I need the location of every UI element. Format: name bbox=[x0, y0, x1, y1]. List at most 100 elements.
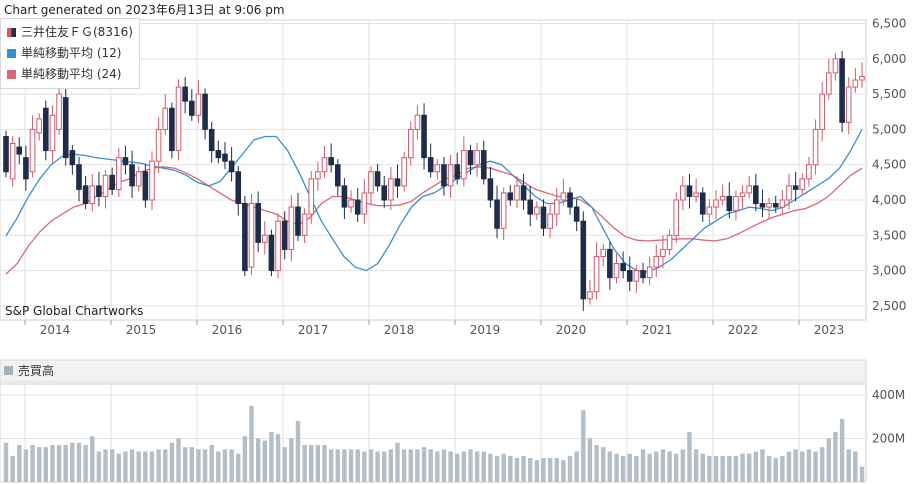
candle-body bbox=[342, 186, 347, 207]
candle-body bbox=[475, 151, 480, 165]
legend-item-sma12[interactable]: 単純移動平均 (12) bbox=[7, 43, 133, 64]
candle-body bbox=[256, 204, 261, 243]
volume-bar bbox=[800, 452, 804, 482]
volume-bar bbox=[375, 452, 379, 482]
volume-bar bbox=[395, 443, 399, 482]
candle-body bbox=[860, 76, 865, 80]
candle-body bbox=[203, 94, 208, 129]
volume-bar bbox=[349, 449, 353, 482]
volume-bar bbox=[336, 449, 340, 482]
candle-body bbox=[63, 98, 68, 158]
candle-body bbox=[807, 165, 812, 179]
candle-body bbox=[322, 158, 327, 172]
candle-body bbox=[282, 221, 287, 249]
candle-body bbox=[754, 186, 759, 204]
volume-bar bbox=[64, 445, 68, 482]
candle-body bbox=[375, 172, 380, 186]
candle-body bbox=[714, 200, 719, 207]
candle-body bbox=[840, 59, 845, 123]
candle-body bbox=[382, 186, 387, 200]
volume-bar bbox=[263, 441, 267, 482]
candle-body bbox=[455, 165, 460, 179]
candle-body bbox=[568, 193, 573, 207]
candle-body bbox=[501, 193, 506, 228]
legend-item-price[interactable]: 三井住友ＦＧ(8316) bbox=[7, 22, 133, 43]
legend-label-sma24: 単純移動平均 (24) bbox=[21, 64, 121, 85]
volume-bar bbox=[754, 452, 758, 482]
volume-bar bbox=[561, 460, 565, 482]
candle-body bbox=[740, 193, 745, 197]
volume-bar bbox=[369, 449, 373, 482]
volume-bar bbox=[813, 452, 817, 482]
candle-body bbox=[481, 151, 486, 179]
volume-bar bbox=[647, 454, 651, 482]
candle-body bbox=[707, 207, 712, 214]
volume-bar bbox=[402, 449, 406, 482]
volume-bar bbox=[455, 454, 459, 482]
candle-body bbox=[30, 129, 35, 171]
candle-body bbox=[97, 186, 102, 197]
volume-bar bbox=[701, 454, 705, 482]
candle-body bbox=[528, 200, 533, 214]
legend-item-sma24[interactable]: 単純移動平均 (24) bbox=[7, 64, 133, 85]
candle-body bbox=[296, 207, 301, 235]
price-y-tick-label: 3,000 bbox=[872, 264, 906, 278]
x-tick-label: 2015 bbox=[126, 323, 157, 337]
candle-body bbox=[813, 129, 818, 164]
volume-bar bbox=[103, 449, 107, 482]
candle-body bbox=[448, 165, 453, 186]
volume-bar bbox=[475, 452, 479, 482]
volume-bar bbox=[780, 456, 784, 482]
candle-body bbox=[209, 129, 214, 150]
volume-bar bbox=[302, 445, 306, 482]
volume-bar bbox=[482, 452, 486, 482]
candle-body bbox=[700, 193, 705, 214]
volume-bar bbox=[110, 449, 114, 482]
candle-body bbox=[83, 186, 88, 204]
candle-body bbox=[787, 186, 792, 200]
volume-bar bbox=[117, 454, 121, 482]
volume-y-tick-label: 400M bbox=[872, 388, 905, 402]
volume-bar bbox=[130, 449, 134, 482]
x-tick-label: 2023 bbox=[814, 323, 845, 337]
candle-body bbox=[853, 80, 858, 87]
candle bbox=[249, 194, 254, 275]
volume-bar bbox=[535, 460, 539, 482]
volume-bar bbox=[827, 438, 831, 482]
price-y-tick-label: 4,000 bbox=[872, 193, 906, 207]
candle-body bbox=[395, 179, 400, 186]
volume-bar bbox=[594, 445, 598, 482]
volume-bar bbox=[860, 467, 864, 482]
candle-body bbox=[249, 204, 254, 268]
candle-body bbox=[389, 179, 394, 200]
volume-bar bbox=[210, 445, 214, 482]
candle-body bbox=[236, 172, 241, 204]
volume-bar bbox=[329, 449, 333, 482]
volume-bar bbox=[362, 452, 366, 482]
candle bbox=[840, 51, 845, 132]
candle-body bbox=[408, 129, 413, 157]
volume-bar bbox=[661, 449, 665, 482]
candle-body bbox=[77, 165, 82, 190]
volume-bar bbox=[70, 443, 74, 482]
volume-bar bbox=[170, 443, 174, 482]
candle-body bbox=[262, 235, 267, 242]
legend-label-sma12: 単純移動平均 (12) bbox=[21, 43, 121, 64]
volume-bar bbox=[621, 456, 625, 482]
volume-swatch bbox=[4, 366, 13, 375]
candle-body bbox=[661, 249, 666, 256]
candle-body bbox=[223, 154, 228, 161]
volume-bar bbox=[163, 449, 167, 482]
candle-body bbox=[289, 207, 294, 249]
candle-body bbox=[176, 87, 181, 151]
volume-bar bbox=[143, 452, 147, 482]
volume-bar bbox=[422, 447, 426, 482]
volume-bar bbox=[123, 452, 127, 482]
candle-body bbox=[548, 214, 553, 228]
candle-body bbox=[574, 207, 579, 221]
candle-body bbox=[123, 158, 128, 165]
volume-bar bbox=[97, 452, 101, 482]
volume-bar bbox=[634, 456, 638, 482]
candle bbox=[243, 196, 248, 276]
volume-bar bbox=[555, 458, 559, 482]
